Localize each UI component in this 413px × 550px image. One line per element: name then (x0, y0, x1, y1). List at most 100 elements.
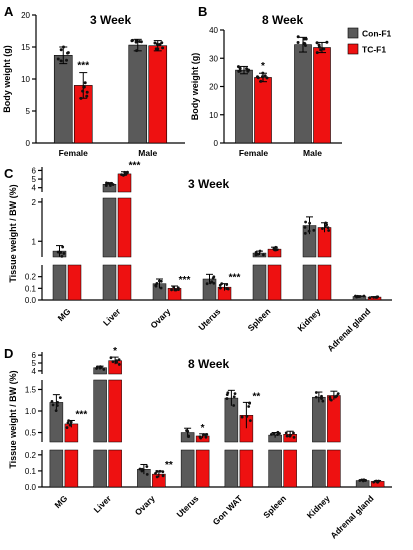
panel-d-data-point (58, 396, 62, 400)
panel-c-ytick-label: 5 (32, 175, 37, 184)
panel-c-data-point (105, 181, 108, 185)
panel-c-category-label: Ovary (148, 306, 172, 330)
panel-c-ytick-label: 2 (32, 198, 37, 207)
panel-d-ytick-label: 0.0 (25, 483, 37, 492)
panel-d-category-label: Ovary (133, 493, 157, 517)
panel-d-category-label: Adrenal gland (328, 493, 375, 540)
panel-c-data-point (212, 281, 216, 285)
panel-c-data-point (108, 184, 112, 188)
panel-b-ytick-label: 20 (209, 83, 218, 92)
panel-d-data-point (245, 415, 249, 418)
panel-d-significance-label: * (113, 346, 117, 357)
panel-b-data-point (315, 51, 319, 55)
panel-b-data-point (245, 67, 249, 71)
panel-c-bar (67, 264, 82, 301)
panel-c-data-point (303, 231, 307, 235)
panel-a-category-label: Male (138, 148, 157, 158)
panel-d-data-point (140, 468, 144, 472)
panel-c-data-point (304, 220, 307, 224)
panel-d-data-point (69, 423, 73, 426)
panel-d-data-point (117, 358, 121, 362)
panel-d-letter: D (4, 346, 13, 361)
panel-d-data-point (372, 480, 376, 484)
panel-c-data-point (327, 229, 331, 232)
panel-d-data-point (161, 470, 165, 474)
panel-a-data-point (59, 48, 63, 52)
panel-d-data-point (109, 356, 113, 360)
panel-c-category-label: Kidney (295, 306, 322, 333)
panel-d-data-point (292, 431, 295, 435)
panel-c-data-point (254, 253, 258, 257)
panel-a-data-point (155, 42, 159, 46)
panel-b-data-point (296, 35, 300, 39)
panel-d-data-point (155, 475, 159, 479)
panel-d-data-point (69, 420, 73, 424)
panel-a-ytick-label: 10 (21, 75, 30, 84)
panel-a-data-point (85, 90, 89, 94)
panel-d-data-point (102, 368, 106, 371)
panel-b-bar (254, 77, 272, 144)
panel-a-data-point (160, 41, 164, 45)
panel-d-data-point (186, 429, 190, 433)
panel-c-bar (102, 197, 117, 258)
panel-c-bar (252, 264, 267, 301)
panel-a-category-label: Female (59, 148, 89, 158)
panel-a-ytick-label: 20 (21, 11, 30, 20)
panel-d-data-point (225, 393, 229, 396)
panel-d-data-point (199, 436, 203, 440)
panel-c-data-point (172, 285, 176, 289)
panel-c-category-label: Liver (101, 306, 123, 328)
panel-d-category-label: Kidney (305, 493, 332, 520)
panel-d-ylabel: Tissue weight / BW (%) (8, 370, 18, 468)
panel-d-data-point (363, 478, 367, 482)
panel-d-data-point (155, 470, 159, 473)
panel-c-bar (102, 264, 117, 301)
panel-d-bar (49, 449, 64, 488)
panel-d-data-point (95, 365, 99, 369)
panel-a-data-point (85, 94, 89, 98)
panel-a-data-point (81, 89, 85, 93)
panel-c-data-point (258, 249, 262, 253)
panel-c-data-point (372, 295, 376, 299)
panel-c-data-point (325, 223, 329, 227)
panel-c-data-point (59, 251, 63, 254)
panel-d-data-point (204, 433, 207, 437)
panel-a-bar (148, 45, 168, 144)
panel-a-data-point (161, 46, 165, 50)
panel-b-bar (235, 69, 253, 144)
panel-d-data-point (51, 403, 55, 407)
panel-c-significance-label: *** (129, 161, 141, 172)
panel-d-category-label: Uterus (174, 493, 200, 519)
panel-a-title: 3 Week (90, 13, 131, 27)
panel-d-data-point (321, 399, 325, 403)
panel-b-data-point (322, 47, 326, 51)
panel-d-data-point (138, 467, 142, 471)
panel-d-data-point (248, 401, 251, 405)
panel-d-bar (64, 449, 79, 488)
panel-c-data-point (326, 226, 330, 230)
panel-c-data-point (225, 283, 229, 286)
panel-d-data-point (247, 405, 251, 408)
panel-c-significance-label: *** (229, 273, 241, 284)
panel-b-data-point (237, 69, 241, 73)
panel-b-data-point (260, 75, 264, 79)
panel-d-data-point (358, 479, 362, 482)
panel-c-data-point (308, 221, 312, 225)
panel-a-significance-label: *** (77, 61, 89, 72)
legend-swatch-tc (347, 43, 359, 55)
panel-d-data-point (248, 419, 252, 423)
panel-d-bar (312, 449, 326, 488)
panel-d-data-point (145, 473, 149, 476)
panel-c-bar (52, 264, 67, 301)
panel-c-ytick-label: 4 (32, 184, 37, 193)
panel-a-letter: A (4, 4, 14, 19)
panel-c-letter: C (4, 166, 14, 181)
panel-d-data-point (269, 432, 273, 436)
legend-label-tc: TC-F1 (362, 45, 386, 55)
panel-a-data-point (131, 38, 135, 42)
panel-d-category-label: Liver (92, 493, 114, 515)
panel-c-ytick-label: 0.1 (25, 284, 37, 293)
panel-d-data-point (292, 435, 296, 439)
panel-a-data-point (158, 43, 162, 47)
